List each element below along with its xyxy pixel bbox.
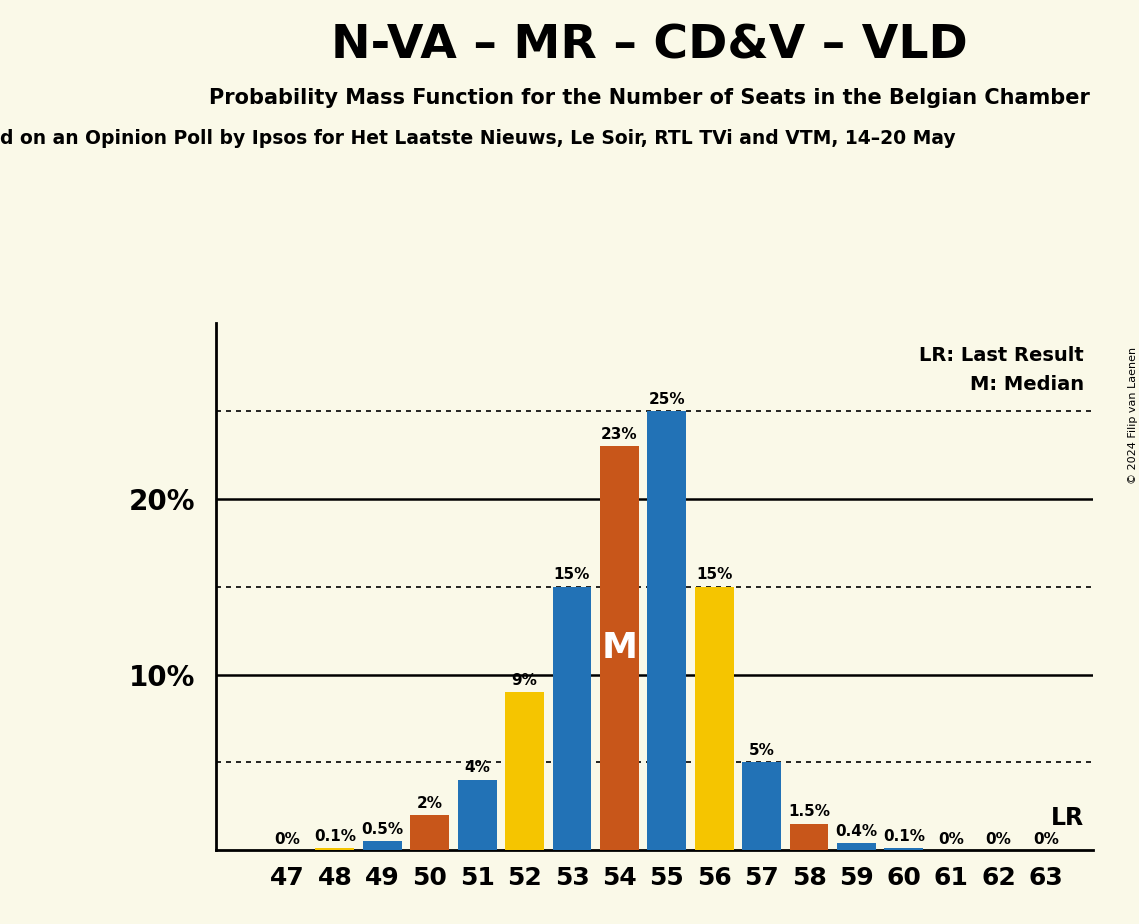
Bar [789, 824, 828, 850]
Text: LR: Last Result: LR: Last Result [919, 346, 1084, 364]
Bar [505, 692, 544, 850]
Text: 0.5%: 0.5% [361, 822, 403, 837]
Text: 0.1%: 0.1% [883, 829, 925, 844]
Text: 0%: 0% [1033, 833, 1059, 847]
Text: 25%: 25% [648, 392, 685, 407]
Text: 0%: 0% [939, 833, 964, 847]
Bar [363, 841, 402, 850]
Text: 2%: 2% [417, 796, 443, 810]
Bar [410, 815, 449, 850]
Bar [600, 446, 639, 850]
Text: 4%: 4% [465, 760, 490, 775]
Text: LR: LR [1051, 807, 1084, 831]
Text: 15%: 15% [554, 567, 590, 582]
Text: 0.4%: 0.4% [835, 823, 877, 839]
Bar [647, 411, 686, 850]
Text: M: Median: M: Median [969, 375, 1084, 395]
Text: d on an Opinion Poll by Ipsos for Het Laatste Nieuws, Le Soir, RTL TVi and VTM, : d on an Opinion Poll by Ipsos for Het La… [0, 129, 956, 149]
Text: 1.5%: 1.5% [788, 805, 830, 820]
Text: 9%: 9% [511, 673, 538, 687]
Text: 0%: 0% [274, 833, 301, 847]
Text: 23%: 23% [601, 427, 638, 442]
Bar [316, 848, 354, 850]
Text: 15%: 15% [696, 567, 732, 582]
Text: N-VA – MR – CD&V – VLD: N-VA – MR – CD&V – VLD [330, 23, 968, 68]
Bar [884, 848, 924, 850]
Text: 0.1%: 0.1% [314, 829, 355, 844]
Text: M: M [601, 631, 638, 665]
Bar [552, 587, 591, 850]
Bar [837, 843, 876, 850]
Text: 5%: 5% [748, 743, 775, 758]
Text: Probability Mass Function for the Number of Seats in the Belgian Chamber: Probability Mass Function for the Number… [208, 88, 1090, 108]
Bar [743, 762, 781, 850]
Bar [458, 780, 497, 850]
Text: © 2024 Filip van Laenen: © 2024 Filip van Laenen [1129, 347, 1138, 484]
Text: 0%: 0% [985, 833, 1011, 847]
Bar [695, 587, 734, 850]
